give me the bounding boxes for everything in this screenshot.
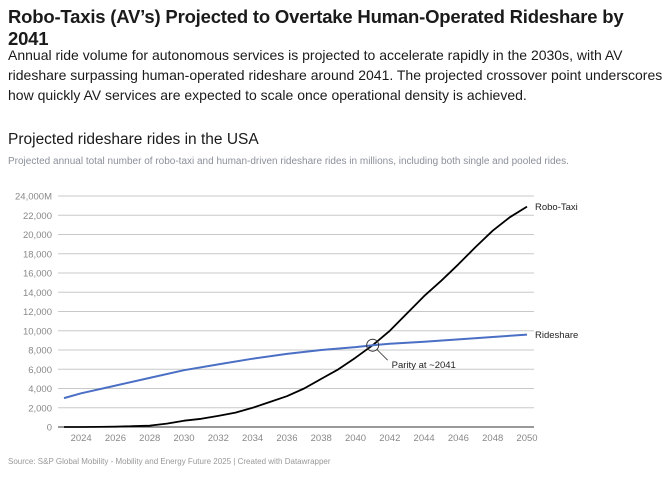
x-tick-label: 2030 <box>173 433 194 444</box>
chart-title: Projected rideshare rides in the USA <box>8 131 259 148</box>
x-tick-label: 2026 <box>105 433 126 444</box>
y-tick-label: 22,000 <box>23 211 52 222</box>
y-tick-label: 4,000 <box>28 384 52 395</box>
y-tick-label: 14,000 <box>23 288 52 299</box>
y-tick-label: 12,000 <box>23 307 52 318</box>
x-tick-label: 2032 <box>208 433 229 444</box>
x-tick-label: 2038 <box>311 433 332 444</box>
y-tick-label: 8,000 <box>28 346 52 357</box>
x-tick-label: 2024 <box>71 433 92 444</box>
x-tick-label: 2044 <box>414 433 435 444</box>
chart-source: Source: S&P Global Mobility - Mobility a… <box>8 457 331 466</box>
page-title: Robo-Taxis (AV’s) Projected to Overtake … <box>8 6 624 49</box>
x-tick-label: 2034 <box>242 433 263 444</box>
chart-subtitle: Projected annual total number of robo-ta… <box>8 156 569 167</box>
y-tick-label: 0 <box>47 423 52 434</box>
y-tick-label: 20,000 <box>23 230 52 241</box>
y-tick-label: 2,000 <box>28 403 52 414</box>
annotation-leader <box>376 348 388 361</box>
x-tick-label: 2040 <box>345 433 366 444</box>
annotation-label: Parity at ~2041 <box>392 360 456 371</box>
series-line-robo-taxi <box>64 205 528 428</box>
y-tick-label: 16,000 <box>23 269 52 280</box>
parity-marker <box>366 338 380 352</box>
x-tick-label: 2050 <box>516 433 537 444</box>
series-label: Robo-Taxi <box>535 202 578 213</box>
x-tick-label: 2036 <box>276 433 297 444</box>
y-tick-label: 18,000 <box>23 249 52 260</box>
y-tick-label: 6,000 <box>28 365 52 376</box>
y-tick-label: 24,000M <box>15 192 52 203</box>
x-tick-label: 2046 <box>448 433 469 444</box>
x-tick-label: 2048 <box>482 433 503 444</box>
x-tick-label: 2028 <box>139 433 160 444</box>
series-label: Rideshare <box>535 330 578 341</box>
page-description: Annual ride volume for autonomous servic… <box>8 47 663 103</box>
series-line-rideshare <box>63 333 528 400</box>
x-tick-label: 2042 <box>379 433 400 444</box>
y-tick-label: 10,000 <box>23 326 52 337</box>
